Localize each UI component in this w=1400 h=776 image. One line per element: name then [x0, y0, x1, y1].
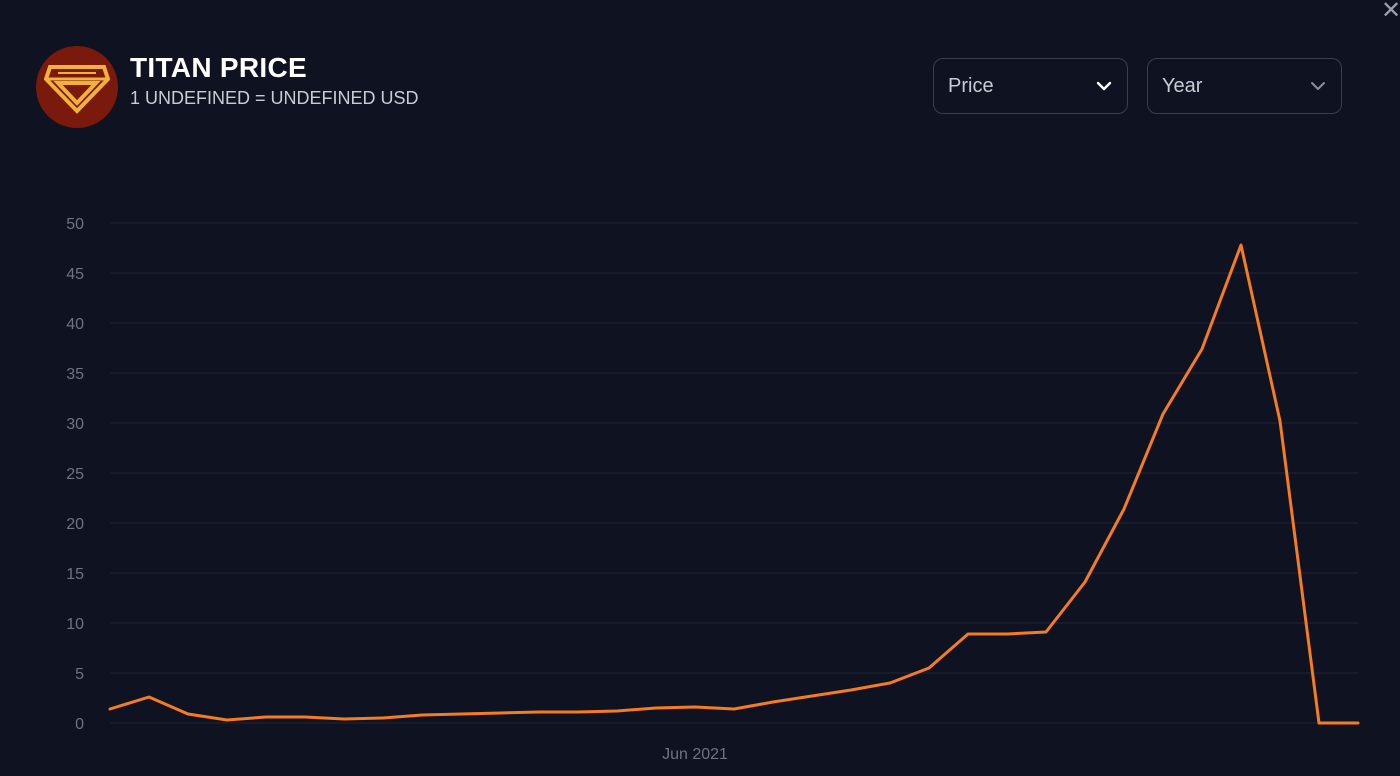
y-tick-label: 25: [66, 466, 84, 483]
y-tick-label: 10: [66, 616, 84, 633]
y-tick-label: 45: [66, 266, 84, 283]
metric-select[interactable]: Price: [933, 58, 1128, 114]
y-tick-label: 40: [66, 316, 84, 333]
series-line: [108, 243, 1360, 725]
chevron-down-icon: [1096, 81, 1112, 91]
range-select[interactable]: Year: [1147, 58, 1342, 114]
y-tick-label: 20: [66, 516, 84, 533]
y-tick-label: 0: [75, 716, 84, 733]
y-tick-label: 5: [75, 666, 84, 683]
y-tick-label: 30: [66, 416, 84, 433]
y-tick-label: 35: [66, 366, 84, 383]
metric-select-value: Price: [948, 74, 994, 97]
range-select-value: Year: [1162, 74, 1203, 97]
header: TITAN PRICE 1 UNDEFINED = UNDEFINED USD: [36, 46, 419, 128]
titan-diamond-logo-icon: [36, 46, 118, 128]
y-tick-label: 50: [66, 216, 84, 233]
x-tick-label: Jun 2021: [662, 746, 728, 763]
price-conversion: 1 UNDEFINED = UNDEFINED USD: [130, 87, 419, 108]
chevron-down-icon: [1311, 82, 1325, 90]
page-title: TITAN PRICE: [130, 51, 308, 83]
close-icon[interactable]: ✕: [1380, 0, 1400, 24]
y-tick-label: 15: [66, 566, 84, 583]
title-block: TITAN PRICE 1 UNDEFINED = UNDEFINED USD: [130, 52, 419, 109]
